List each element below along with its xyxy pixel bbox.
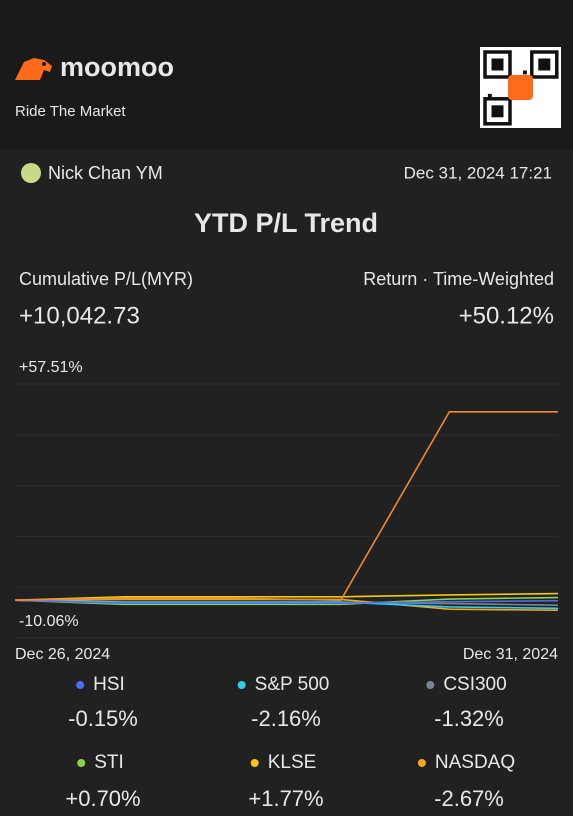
qr-logo bbox=[508, 75, 533, 100]
legend-dot bbox=[426, 681, 435, 689]
legend-dot bbox=[77, 759, 86, 767]
series-line bbox=[14, 410, 558, 601]
title: YTD P/L Trend bbox=[194, 208, 378, 238]
qr-finder bbox=[491, 58, 504, 71]
qr-finder bbox=[530, 50, 559, 79]
series-line bbox=[14, 592, 559, 601]
legend-label: S&P 500 bbox=[255, 674, 330, 695]
timestamp: Dec 31, 2024 17:21 bbox=[404, 163, 552, 182]
pl-value: +10,042.73 bbox=[19, 302, 140, 329]
legend-value: -0.15% bbox=[68, 706, 138, 731]
series-line bbox=[14, 599, 559, 610]
legend-dot bbox=[417, 759, 426, 767]
tagline: Ride The Market bbox=[15, 103, 126, 120]
header-bg bbox=[0, 0, 573, 150]
legend-dot bbox=[76, 681, 85, 689]
qr-finder bbox=[483, 50, 512, 79]
chart: +57.51% -10.06% Dec 26, 2024 Dec 31, 2024 HS… bbox=[14, 359, 559, 811]
legend-label: STI bbox=[94, 752, 124, 773]
series-line bbox=[14, 596, 559, 606]
legend-label: HSI bbox=[93, 674, 125, 695]
legend-value: -2.67% bbox=[434, 786, 504, 811]
qr-finder bbox=[483, 97, 512, 126]
y-tick-label: +57.51% bbox=[19, 359, 83, 376]
return-label: Return · Time-Weighted bbox=[363, 269, 554, 289]
legend-label: CSI300 bbox=[443, 674, 506, 695]
legend-label: KLSE bbox=[268, 752, 317, 773]
qr-finder bbox=[538, 58, 551, 71]
qr-finder bbox=[491, 105, 504, 118]
pl-label: Cumulative P/L(MYR) bbox=[19, 269, 193, 289]
legend-value: +1.77% bbox=[248, 786, 323, 811]
logo-icon bbox=[15, 58, 52, 80]
legend-dot bbox=[237, 681, 246, 689]
legend-dot bbox=[250, 759, 259, 767]
brand: moomoo bbox=[60, 52, 174, 82]
legend-value: -1.32% bbox=[434, 706, 504, 731]
body-bg bbox=[0, 150, 573, 816]
x-tick-label: Dec 26, 2024 bbox=[15, 646, 110, 663]
y-tick-label: -10.06% bbox=[19, 613, 79, 630]
qr-cell bbox=[487, 93, 492, 98]
x-tick-label: Dec 31, 2024 bbox=[463, 646, 558, 663]
user-name: Nick Chan YM bbox=[48, 163, 163, 183]
series-line bbox=[14, 599, 559, 604]
return-value: +50.12% bbox=[459, 302, 554, 329]
qr-pattern bbox=[483, 50, 559, 126]
qr-cell bbox=[523, 70, 527, 75]
legend-label: NASDAQ bbox=[435, 752, 515, 773]
avatar bbox=[21, 163, 41, 183]
legend-value: -2.16% bbox=[251, 706, 321, 731]
legend-value: +0.70% bbox=[65, 786, 140, 811]
